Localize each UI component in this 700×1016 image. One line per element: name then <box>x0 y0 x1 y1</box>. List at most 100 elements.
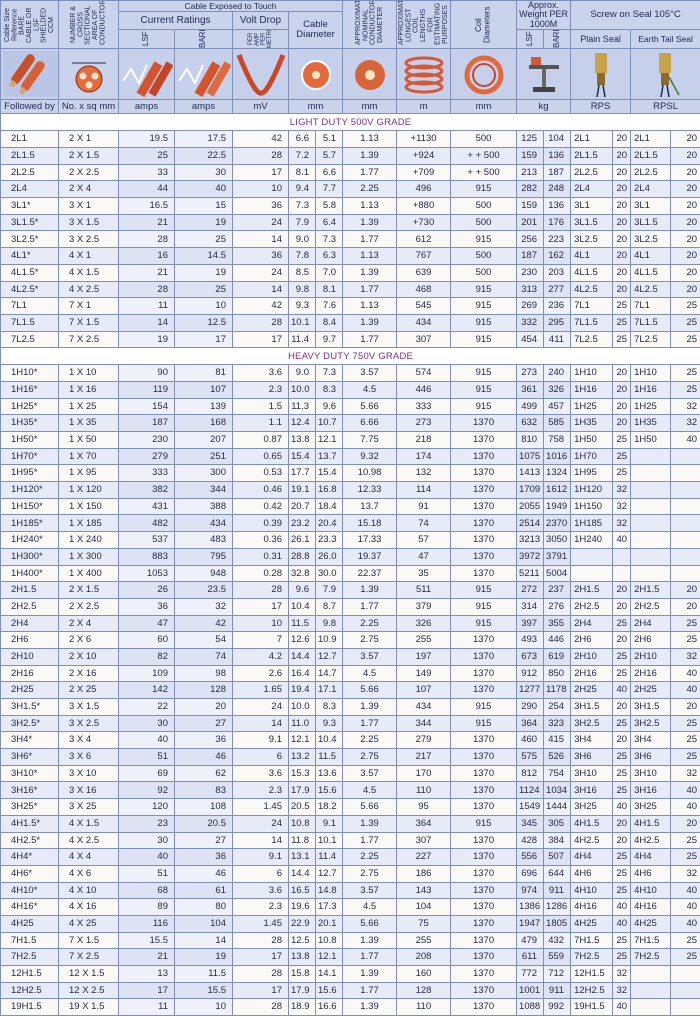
diameter-bare: 13.7 <box>316 448 343 465</box>
diameter-bare: 10.1 <box>316 832 343 849</box>
weight-bare: 585 <box>544 415 571 432</box>
weight-bare: 1805 <box>544 915 571 932</box>
diameter-lsf: 14.4 <box>289 865 316 882</box>
plain-seal-size: 25 <box>613 298 631 315</box>
earth-seal-ref: 2H4 <box>631 615 671 632</box>
conductor-size: 1 X 10 <box>59 365 119 382</box>
coil-diameter: 1370 <box>451 682 517 699</box>
plain-seal-size: 20 <box>613 598 631 615</box>
diameter-lsf: 14.4 <box>289 648 316 665</box>
rating-bare: 15.5 <box>175 982 233 999</box>
volt-drop: 1.5 <box>233 398 289 415</box>
cable-ref: 2L1 <box>1 131 59 148</box>
weight-lsf: 397 <box>517 615 544 632</box>
plain-seal-ref: 3L2.5 <box>571 231 613 248</box>
nominal-diameter: 2.25 <box>343 849 397 866</box>
nominal-diameter: 1.13 <box>343 131 397 148</box>
earth-seal-size: 25 <box>671 832 700 849</box>
header-longest: APPROXIMATE LONGEST COIL LENGTHS FOR EST… <box>397 1 451 49</box>
coil-length: 197 <box>397 648 451 665</box>
nominal-diameter: 1.39 <box>343 932 397 949</box>
earth-seal-size: 40 <box>671 782 700 799</box>
header-diameter: Cable Diameter <box>289 12 343 49</box>
earth-seal-ref: 4H16 <box>631 899 671 916</box>
volt-drop: 28 <box>233 999 289 1016</box>
cable-ref: 1H300* <box>1 548 59 565</box>
rating-lsf: 23 <box>119 815 175 832</box>
conductor-size: 7 X 2.5 <box>59 331 119 348</box>
conductor-size: 12 X 2.5 <box>59 982 119 999</box>
weight-bare: 136 <box>544 198 571 215</box>
coil-diameter: 1370 <box>451 465 517 482</box>
cable-ref: 3L1* <box>1 198 59 215</box>
rating-bare: 46 <box>175 865 233 882</box>
diameter-lsf: 13.2 <box>289 749 316 766</box>
weight-lsf: 2055 <box>517 498 544 515</box>
nominal-diameter: 1.39 <box>343 214 397 231</box>
cable-ref: 4H1.5* <box>1 815 59 832</box>
diameter-bare: 10.7 <box>316 415 343 432</box>
volt-drop: 14 <box>233 832 289 849</box>
volt-drop: 0.65 <box>233 448 289 465</box>
rating-bare: 107 <box>175 381 233 398</box>
weight-bare: 1444 <box>544 799 571 816</box>
weight-bare: 248 <box>544 181 571 198</box>
earth-seal-size: 20 <box>671 598 700 615</box>
nominal-diameter: 1.77 <box>343 164 397 181</box>
coil-length: 217 <box>397 749 451 766</box>
coil-length: 344 <box>397 715 451 732</box>
weight-bare: 850 <box>544 665 571 682</box>
nominal-diameter: 4.5 <box>343 782 397 799</box>
earth-seal-ref: 1H35 <box>631 415 671 432</box>
weight-lsf: 313 <box>517 281 544 298</box>
earth-seal-ref: 1H10 <box>631 365 671 382</box>
weight-lsf: 673 <box>517 648 544 665</box>
diameter-bare: 14.8 <box>316 882 343 899</box>
weight-bare: 162 <box>544 248 571 265</box>
nominal-diameter: 1.39 <box>343 148 397 165</box>
coil-length: 446 <box>397 381 451 398</box>
light-duty-title: LIGHT DUTY 500V GRADE <box>1 114 700 131</box>
volt-drop: 6 <box>233 865 289 882</box>
diameter-lsf: 10.4 <box>289 598 316 615</box>
header-weight-bare: BARE <box>544 30 571 49</box>
nominal-diameter: 1.13 <box>343 198 397 215</box>
rating-lsf: 120 <box>119 799 175 816</box>
plain-seal-size: 32 <box>613 482 631 499</box>
plain-seal-size: 25 <box>613 932 631 949</box>
conductor-size: 4 X 4 <box>59 849 119 866</box>
earth-seal-size: 20 <box>671 248 700 265</box>
rating-lsf: 14 <box>119 314 175 331</box>
rating-lsf: 17 <box>119 982 175 999</box>
plain-seal-size: 25 <box>613 314 631 331</box>
earth-seal-size <box>671 548 700 565</box>
rating-lsf: 187 <box>119 415 175 432</box>
volt-drop: 7 <box>233 632 289 649</box>
coil-length: 767 <box>397 248 451 265</box>
diameter-bare: 6.4 <box>316 214 343 231</box>
weight-lsf: 201 <box>517 214 544 231</box>
plain-seal-size: 20 <box>613 815 631 832</box>
rating-lsf: 21 <box>119 264 175 281</box>
plain-seal-ref: 1H240 <box>571 532 613 549</box>
plain-seal-ref: 3H6 <box>571 749 613 766</box>
weight-lsf: 2514 <box>517 515 544 532</box>
header-weight: Approx. Weight PER 1000M <box>517 1 571 30</box>
coil-diameter: 500 <box>451 248 517 265</box>
coil-diameter: 1370 <box>451 882 517 899</box>
conductor-size: 2 X 25 <box>59 682 119 699</box>
earth-seal-size <box>671 482 700 499</box>
weight-bare: 104 <box>544 131 571 148</box>
earth-seal-ref: 4H10 <box>631 882 671 899</box>
nominal-diameter: 1.77 <box>343 949 397 966</box>
rating-lsf: 537 <box>119 532 175 549</box>
unit-diameter: mm <box>289 100 343 114</box>
plain-seal-ref <box>571 565 613 582</box>
